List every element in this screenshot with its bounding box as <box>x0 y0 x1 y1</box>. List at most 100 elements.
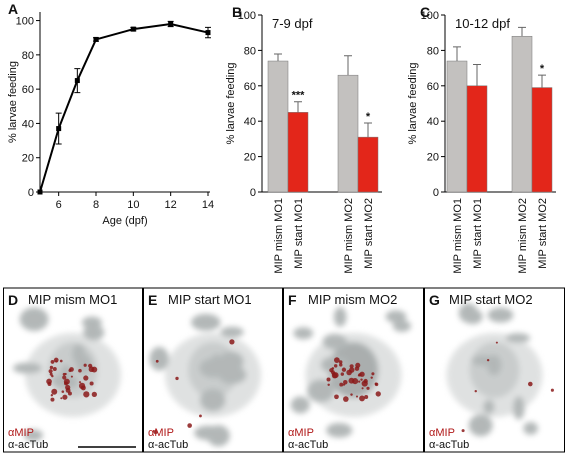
bar <box>446 60 468 193</box>
tissue-blob <box>290 396 310 414</box>
tissue-blob <box>326 423 353 438</box>
x-tick-label: MIP mism MO2 <box>517 198 529 274</box>
y-tick-label: 20 <box>22 153 34 165</box>
stain-spot <box>360 378 363 381</box>
tissue-blob <box>83 324 105 341</box>
chart-title: 10-12 dpf <box>455 16 510 31</box>
stain-spot <box>326 377 331 382</box>
y-tick-label: 60 <box>244 81 256 93</box>
stain-label: α-acTub <box>8 439 48 451</box>
y-tick-label: 40 <box>22 118 34 130</box>
panel-label: F <box>288 292 297 308</box>
stain-spot <box>53 357 59 363</box>
error-bar <box>518 26 526 37</box>
x-tick-label: 8 <box>93 199 99 211</box>
panel-label: C <box>420 4 430 20</box>
tissue-blob <box>487 307 514 323</box>
significance: * <box>540 63 545 75</box>
stain-spot <box>60 397 63 400</box>
image-title: MIP start MO1 <box>168 292 252 307</box>
stain-spot <box>47 382 52 386</box>
tissue-blob <box>462 309 483 325</box>
tissue-blob <box>149 346 169 371</box>
point <box>74 78 80 84</box>
stain-spot <box>340 372 345 376</box>
tissue-blob <box>385 310 407 323</box>
image-title: MIP mism MO2 <box>308 292 397 307</box>
stain-spot <box>341 367 347 372</box>
stain-spot <box>78 368 82 373</box>
stain-spot <box>354 366 360 371</box>
stain-label: αMIP <box>148 427 174 439</box>
bar <box>531 87 553 193</box>
stain-spot <box>339 382 344 387</box>
stain-spot <box>62 375 67 380</box>
x-tick-label: MIP start MO2 <box>537 198 549 269</box>
stain-spot <box>364 394 369 399</box>
stain-spot <box>528 381 533 387</box>
chart-title: 7-9 dpf <box>272 16 313 31</box>
stain-spot <box>349 364 354 369</box>
tissue-blob <box>19 307 49 331</box>
stain-spot <box>63 378 70 385</box>
stain-label: αMIP <box>288 427 314 439</box>
stain-spot <box>343 396 349 402</box>
significance: *** <box>292 90 306 102</box>
tissue-blob <box>512 396 525 420</box>
point <box>93 36 99 42</box>
x-tick-label: MIP start MO2 <box>363 198 375 269</box>
x-tick-label: 14 <box>202 199 214 211</box>
stain-spot <box>175 376 179 381</box>
point <box>168 21 174 27</box>
y-tick-label: 80 <box>427 45 439 57</box>
panel-label: A <box>8 1 18 17</box>
panel-label: B <box>232 4 242 20</box>
stain-label: αMIP <box>429 427 455 439</box>
tissue-blob <box>322 333 348 350</box>
tissue <box>446 303 543 437</box>
y-tick-label: 0 <box>433 187 439 199</box>
stain-spot <box>327 383 330 387</box>
stain-label: αMIP <box>8 427 34 439</box>
y-tick-label: 40 <box>427 116 439 128</box>
stain-spot <box>343 380 348 385</box>
tissue-blob <box>483 399 495 415</box>
error-bar <box>473 64 481 86</box>
point <box>130 26 136 32</box>
x-tick-label: MIP mism MO2 <box>343 198 355 274</box>
point <box>37 189 43 195</box>
stain-spot <box>363 378 368 384</box>
stain-spot <box>48 369 53 374</box>
stain-spot <box>83 363 87 367</box>
stain-spot <box>80 385 86 391</box>
stain-spot <box>366 386 370 390</box>
stain-spot <box>333 364 338 368</box>
y-tick-label: 0 <box>28 187 34 199</box>
stain-spot <box>50 359 55 364</box>
y-tick-label: 60 <box>427 81 439 93</box>
tissue-blob <box>191 313 221 331</box>
stain-spot <box>83 375 89 381</box>
tissue-blob <box>333 307 347 327</box>
stain-spot <box>199 414 202 418</box>
stain-spot <box>348 377 355 384</box>
line <box>39 22 209 193</box>
tissue-blob <box>51 374 76 388</box>
stain-spot <box>350 393 353 396</box>
stain-spot <box>89 381 94 386</box>
y-tick-label: 100 <box>238 10 256 22</box>
stain-spot <box>358 380 361 383</box>
stain-spot <box>332 371 336 375</box>
x-tick-label: MIP mism MO1 <box>273 198 285 274</box>
bar <box>357 136 379 193</box>
point <box>205 30 211 36</box>
y-tick-label: 80 <box>22 50 34 62</box>
significance: * <box>366 111 371 123</box>
panel-label: G <box>429 292 440 308</box>
stain-spot <box>339 363 343 367</box>
y-axis-label: % larvae feeding <box>407 63 419 145</box>
stain-spot <box>65 384 71 391</box>
stain-spot <box>51 374 54 378</box>
